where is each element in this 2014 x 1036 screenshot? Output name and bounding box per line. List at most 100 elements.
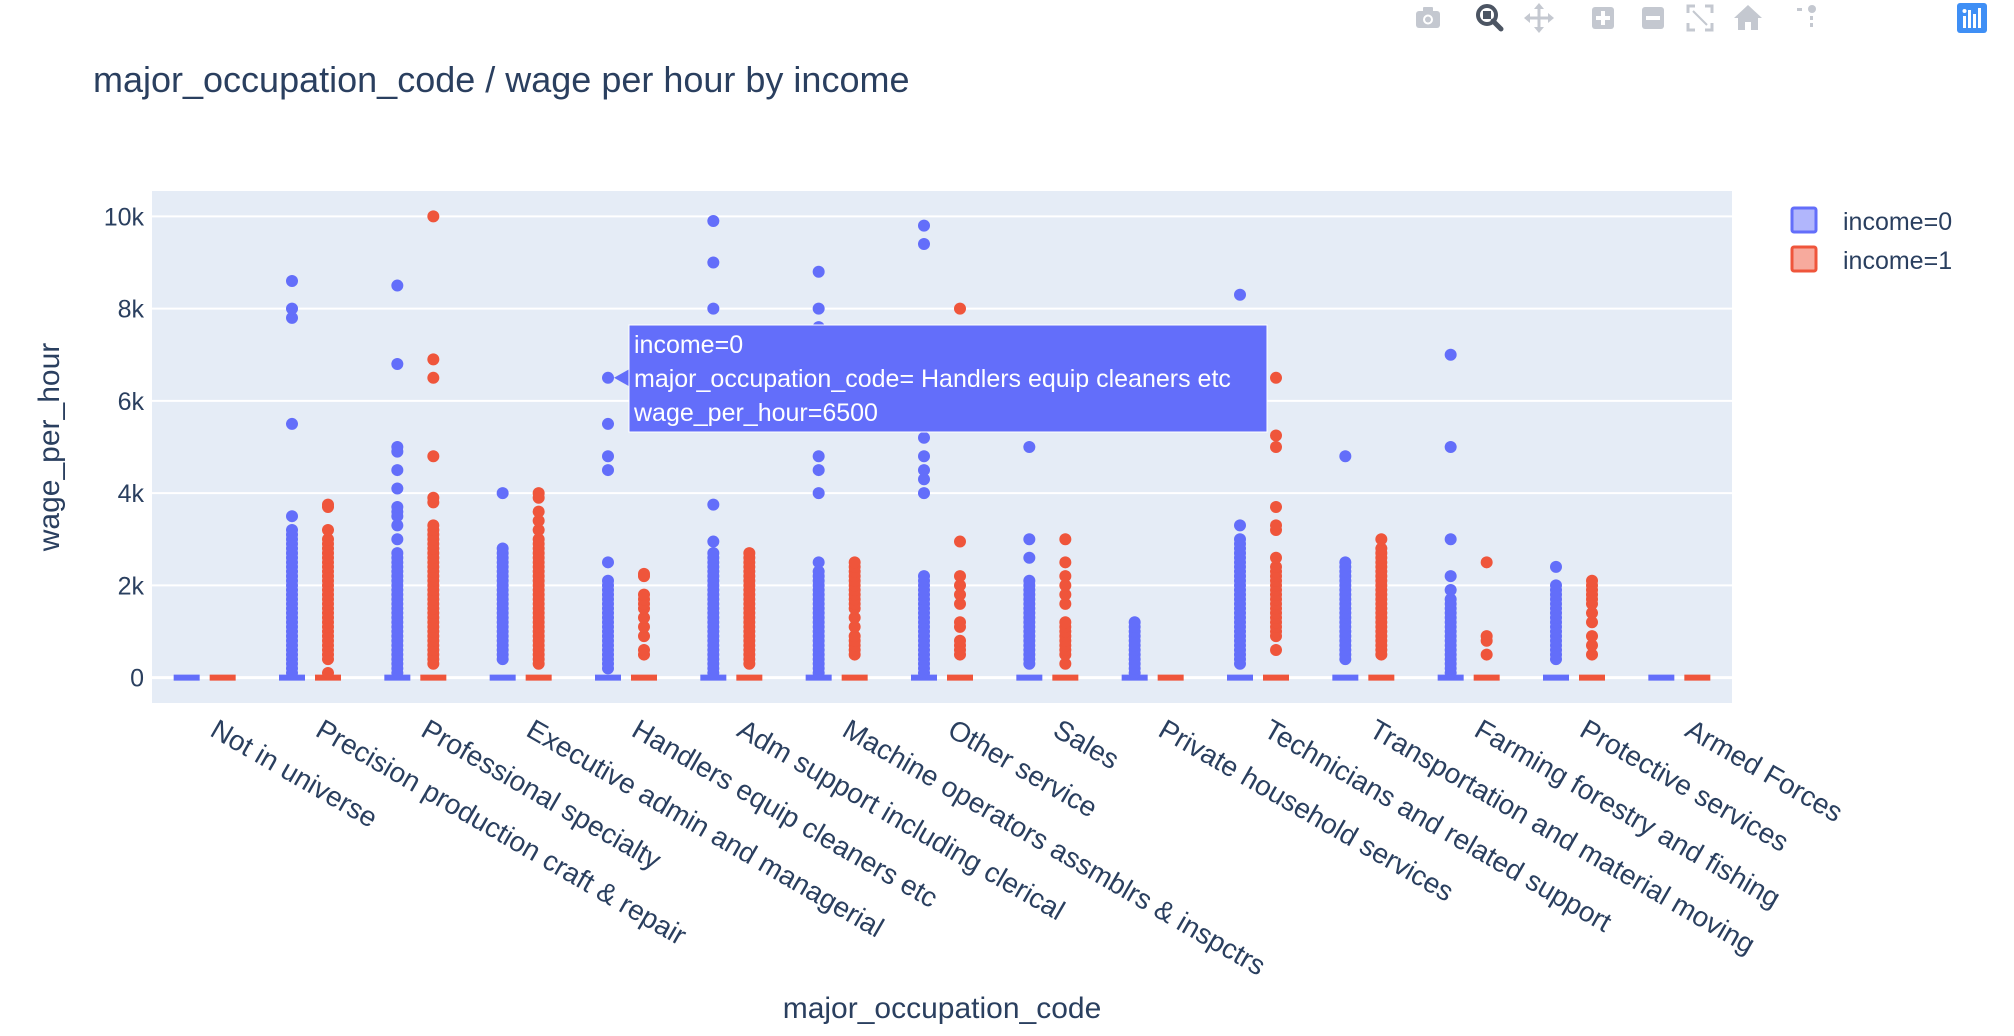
data-point[interactable] xyxy=(496,542,509,555)
data-point[interactable] xyxy=(1586,630,1598,643)
data-point[interactable] xyxy=(954,579,966,592)
data-point[interactable] xyxy=(918,450,930,463)
data-point[interactable] xyxy=(602,556,614,569)
data-point[interactable] xyxy=(1480,556,1493,569)
data-point[interactable] xyxy=(743,547,756,560)
data-point[interactable] xyxy=(427,353,440,366)
data-point[interactable] xyxy=(1263,674,1289,681)
data-point[interactable] xyxy=(1480,648,1493,661)
plotly-logo-icon[interactable] xyxy=(1954,0,1990,34)
data-point[interactable] xyxy=(1234,519,1246,532)
data-point[interactable] xyxy=(1444,441,1457,453)
data-point[interactable] xyxy=(427,210,440,223)
data-point[interactable] xyxy=(848,630,861,643)
data-point[interactable] xyxy=(173,674,200,681)
data-point[interactable] xyxy=(427,371,440,384)
data-point[interactable] xyxy=(812,302,825,315)
data-point[interactable] xyxy=(489,674,516,681)
data-point[interactable] xyxy=(1270,560,1282,573)
data-point[interactable] xyxy=(918,570,930,583)
data-point[interactable] xyxy=(1339,556,1352,569)
home-icon[interactable] xyxy=(1730,0,1766,34)
data-point[interactable] xyxy=(707,547,720,560)
data-point[interactable] xyxy=(1059,556,1072,569)
data-point[interactable] xyxy=(391,441,404,453)
data-point[interactable] xyxy=(391,357,404,370)
data-point[interactable] xyxy=(812,565,825,578)
data-point[interactable] xyxy=(1684,674,1711,681)
zoom-out-icon[interactable] xyxy=(1635,0,1671,34)
data-point[interactable] xyxy=(286,524,298,537)
data-point[interactable] xyxy=(1579,674,1605,681)
data-point[interactable] xyxy=(496,487,509,500)
data-point[interactable] xyxy=(322,533,334,546)
data-point[interactable] xyxy=(638,588,650,601)
data-point[interactable] xyxy=(1586,639,1598,652)
data-point[interactable] xyxy=(631,674,657,681)
data-point[interactable] xyxy=(1586,607,1598,620)
data-markers[interactable] xyxy=(173,210,1711,681)
data-point[interactable] xyxy=(1052,674,1079,681)
data-point[interactable] xyxy=(286,417,298,430)
data-point[interactable] xyxy=(1444,570,1457,583)
data-point[interactable] xyxy=(954,588,966,601)
data-point[interactable] xyxy=(1586,574,1598,587)
data-point[interactable] xyxy=(1023,533,1036,546)
data-point[interactable] xyxy=(954,634,966,647)
data-point[interactable] xyxy=(391,500,404,513)
data-point[interactable] xyxy=(1023,441,1036,453)
data-point[interactable] xyxy=(286,311,298,324)
data-point[interactable] xyxy=(1543,674,1569,681)
data-point[interactable] xyxy=(322,667,334,680)
autoscale-icon[interactable] xyxy=(1682,0,1718,34)
data-point[interactable] xyxy=(812,450,825,463)
data-point[interactable] xyxy=(525,674,552,681)
data-point[interactable] xyxy=(954,616,966,629)
data-point[interactable] xyxy=(322,524,334,537)
data-point[interactable] xyxy=(602,417,614,430)
data-point[interactable] xyxy=(1059,616,1072,629)
data-point[interactable] xyxy=(954,597,966,610)
zoom-icon[interactable] xyxy=(1472,0,1508,34)
data-point[interactable] xyxy=(532,487,545,500)
data-point[interactable] xyxy=(707,302,720,315)
data-point[interactable] xyxy=(391,464,404,477)
data-point[interactable] xyxy=(1227,674,1253,681)
data-point[interactable] xyxy=(1550,579,1562,592)
data-point[interactable] xyxy=(1128,616,1141,629)
data-point[interactable] xyxy=(595,674,621,681)
data-point[interactable] xyxy=(1270,441,1282,453)
data-point[interactable] xyxy=(918,431,930,444)
data-point[interactable] xyxy=(918,487,930,500)
data-point[interactable] xyxy=(427,450,440,463)
pan-icon[interactable] xyxy=(1521,0,1557,34)
data-point[interactable] xyxy=(1339,450,1352,463)
data-point[interactable] xyxy=(812,487,825,500)
data-point[interactable] xyxy=(1234,533,1246,546)
data-point[interactable] xyxy=(848,620,861,633)
data-point[interactable] xyxy=(1059,588,1072,601)
data-point[interactable] xyxy=(1157,674,1184,681)
data-point[interactable] xyxy=(532,524,545,537)
data-point[interactable] xyxy=(391,547,404,560)
data-point[interactable] xyxy=(322,498,334,511)
data-point[interactable] xyxy=(954,535,966,548)
legend-item-income-0[interactable]: income=0 xyxy=(1790,206,1952,236)
data-point[interactable] xyxy=(954,570,966,583)
data-point[interactable] xyxy=(812,464,825,477)
data-point[interactable] xyxy=(918,238,930,251)
data-point[interactable] xyxy=(918,473,930,486)
data-point[interactable] xyxy=(1059,657,1072,670)
plot-area[interactable] xyxy=(152,191,1732,703)
data-point[interactable] xyxy=(1473,674,1500,681)
data-point[interactable] xyxy=(286,510,298,523)
data-point[interactable] xyxy=(209,674,236,681)
zoom-in-icon[interactable] xyxy=(1585,0,1621,34)
data-point[interactable] xyxy=(391,519,404,532)
data-point[interactable] xyxy=(391,279,404,292)
data-point[interactable] xyxy=(1444,348,1457,361)
data-point[interactable] xyxy=(1444,533,1457,546)
data-point[interactable] xyxy=(1375,542,1388,555)
data-point[interactable] xyxy=(918,219,930,232)
legend-item-income-1[interactable]: income=1 xyxy=(1790,245,1952,275)
